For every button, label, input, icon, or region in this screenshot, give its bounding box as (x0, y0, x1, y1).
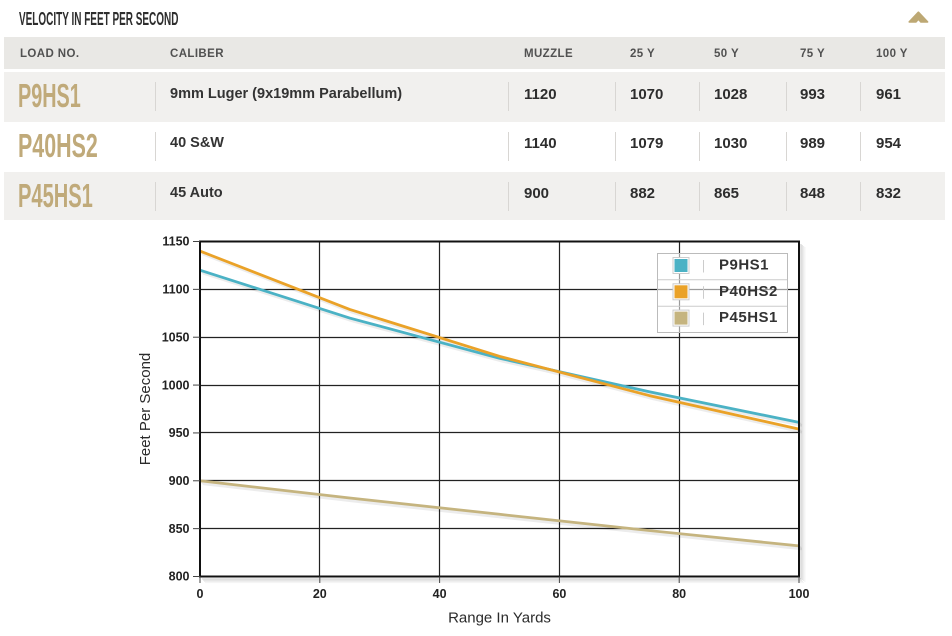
svg-text:Feet Per Second: Feet Per Second (137, 353, 154, 466)
svg-text:P9HS1: P9HS1 (719, 257, 769, 274)
svg-text:1150: 1150 (162, 235, 189, 249)
svg-text:1050: 1050 (162, 330, 190, 344)
svg-text:P40HS2: P40HS2 (719, 283, 778, 300)
svg-text:P45HS1: P45HS1 (719, 309, 778, 326)
svg-text:20: 20 (313, 587, 327, 601)
svg-text:1100: 1100 (162, 283, 189, 297)
svg-text:0: 0 (197, 587, 204, 601)
svg-text:1000: 1000 (162, 378, 190, 392)
svg-text:80: 80 (672, 587, 686, 601)
svg-text:950: 950 (169, 426, 190, 440)
svg-text:40: 40 (433, 587, 447, 601)
svg-text:Range In Yards: Range In Yards (448, 610, 551, 627)
svg-text:850: 850 (169, 522, 190, 536)
svg-text:100: 100 (789, 587, 810, 601)
svg-text:800: 800 (169, 570, 190, 584)
svg-text:900: 900 (169, 474, 190, 488)
svg-text:60: 60 (552, 587, 566, 601)
